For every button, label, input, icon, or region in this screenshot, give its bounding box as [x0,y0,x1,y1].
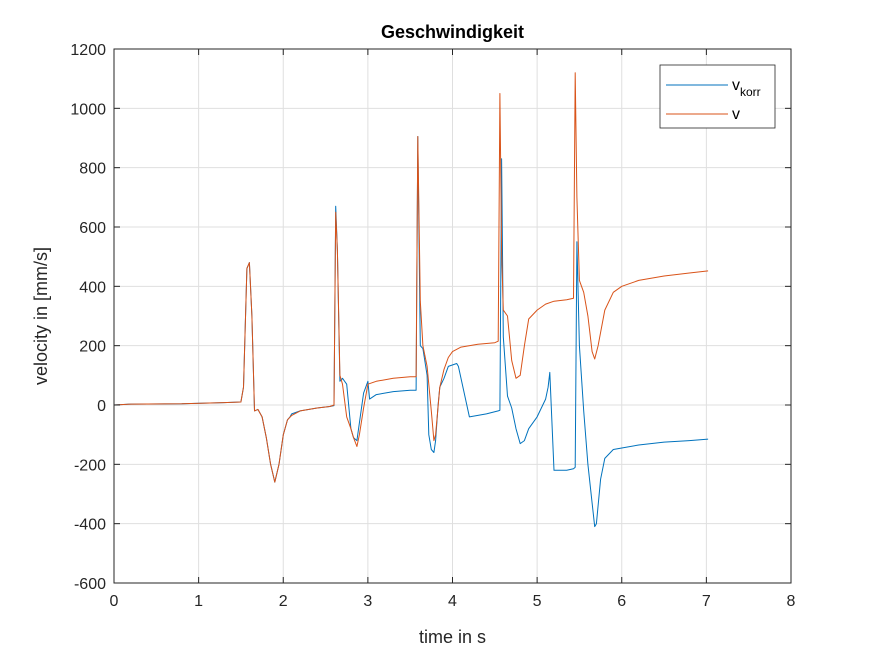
legend-label-vkorr-main: v [732,77,740,94]
x-tick-labels: 0 1 2 3 4 5 6 7 8 [110,593,796,610]
y-tick-label: 600 [79,220,106,237]
legend-label-v: v [732,106,740,123]
y-tick-label: 200 [79,339,106,356]
legend-label-vkorr-sub: korr [740,85,761,99]
y-tick-label: -400 [74,517,106,534]
y-axis-label: velocity in [mm/s] [31,247,51,385]
y-tick-label: 800 [79,161,106,178]
x-tick-label: 0 [110,593,119,610]
x-tick-label: 3 [363,593,372,610]
x-tick-label: 6 [617,593,626,610]
chart-title: Geschwindigkeit [381,22,524,42]
x-tick-label: 1 [194,593,203,610]
y-tick-labels: -600 -400 -200 0 200 400 600 800 1000 1200 [70,42,106,593]
x-tick-label: 2 [279,593,288,610]
legend: vkorr v [659,64,776,129]
y-tick-label: 400 [79,279,106,296]
series-line-v [113,72,709,483]
y-tick-label: -600 [74,576,106,593]
x-tick-label: 5 [533,593,542,610]
y-tick-label: 0 [97,398,106,415]
x-tick-label: 4 [448,593,457,610]
series-layer [113,72,709,528]
legend-label-vkorr: vkorr [732,77,761,99]
x-tick-label: 8 [787,593,796,610]
y-tick-label: -200 [74,457,106,474]
y-tick-label: 1200 [70,42,106,59]
x-tick-label: 7 [702,593,711,610]
tick-marks [113,48,792,584]
x-axis-label: time in s [419,627,486,647]
legend-box [659,64,776,129]
y-tick-label: 1000 [70,101,106,118]
